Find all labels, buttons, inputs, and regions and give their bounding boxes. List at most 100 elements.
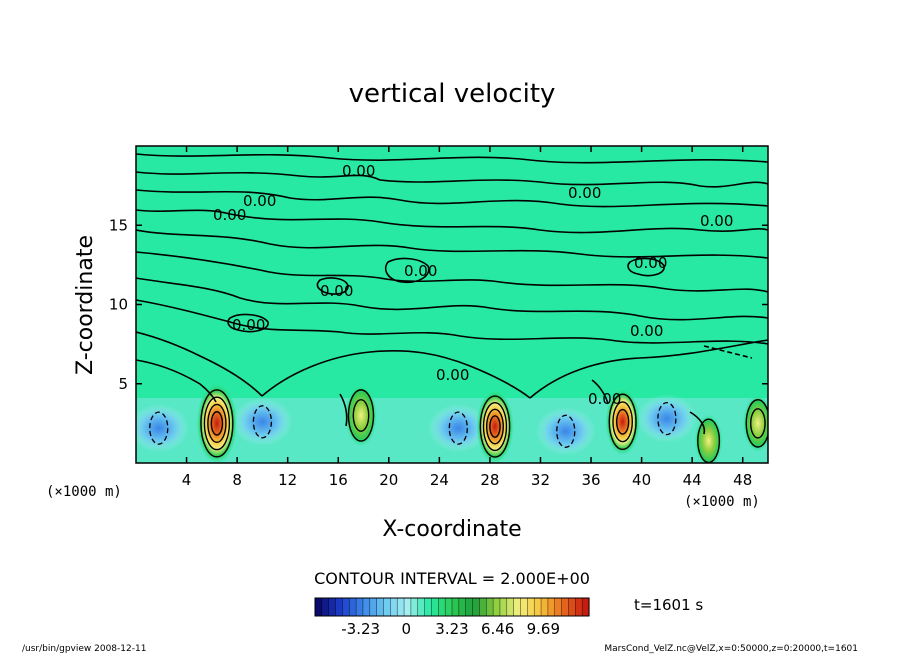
updraft-contour	[347, 389, 375, 442]
contour-line	[136, 153, 768, 164]
colorbar-cell	[499, 598, 508, 616]
x-tick-label: 4	[182, 471, 192, 489]
colorbar-cell	[465, 598, 474, 616]
colorbar-cell	[315, 598, 323, 616]
updraft-contour	[479, 395, 511, 458]
contour-line	[136, 277, 768, 321]
updraft-contour	[489, 415, 501, 438]
colorbar-cell	[452, 598, 460, 616]
contour-label: 0.00	[404, 262, 437, 280]
colorbar-cell	[417, 598, 426, 616]
contour-line	[227, 313, 269, 333]
updraft-contour	[745, 399, 768, 448]
colorbar-cell	[520, 598, 528, 616]
contour-label: 0.00	[232, 316, 265, 334]
updraft-cell	[344, 384, 378, 447]
updraft-contour	[203, 396, 231, 451]
colorbar-tick-label: 0	[402, 620, 412, 638]
colorbar-cell	[328, 598, 337, 616]
contour-line	[689, 411, 706, 435]
x-unit-right: (×1000 m)	[684, 494, 760, 510]
x-tick-label: 32	[531, 471, 550, 489]
x-unit-left: (×1000 m)	[46, 484, 122, 500]
colorbar-cell	[527, 598, 535, 616]
updraft-contour	[352, 399, 370, 432]
colorbar-tick-label: 3.23	[435, 620, 468, 638]
chart-title: vertical velocity	[349, 79, 556, 109]
contour-label: 0.00	[700, 212, 733, 230]
contour-line	[136, 359, 217, 403]
colorbar-cell	[445, 598, 453, 616]
contour-label: 0.00	[243, 192, 276, 210]
colorbar: -3.23 0 3.23 6.46 9.69	[314, 597, 590, 638]
colorbar-tick-label: 6.46	[481, 620, 514, 638]
contour-label: 0.00	[342, 162, 375, 180]
updraft-contour	[485, 408, 504, 445]
downdraft-cell	[428, 404, 489, 453]
updraft-contour	[612, 401, 634, 443]
downdraft-contour	[149, 411, 169, 445]
x-axis-ticks: 4 8 12 16 20 24 28 32 36 40 44 48	[182, 146, 752, 489]
contour-line	[136, 299, 768, 345]
downdraft-contour	[556, 414, 576, 448]
contour-label: 0.00	[634, 254, 667, 272]
colorbar-cell	[493, 598, 501, 616]
footer-right: MarsCond_VelZ.nc@VelZ,x=0:50000,z=0:2000…	[604, 644, 858, 654]
x-tick-label: 8	[232, 471, 242, 489]
colorbar-cell	[534, 598, 542, 616]
colorbar-tick-label: -3.23	[341, 620, 380, 638]
y-tick-label: 5	[118, 375, 128, 393]
colorbar-cell	[335, 598, 343, 616]
downdraft-contour	[448, 411, 468, 445]
x-tick-label: 48	[733, 471, 752, 489]
updraft-layer	[196, 382, 768, 463]
colorbar-cell	[582, 598, 590, 616]
contour-line	[591, 379, 609, 405]
colorbar-cell	[554, 598, 563, 616]
updraft-contour	[482, 401, 508, 452]
colorbar-cell	[458, 598, 467, 616]
contour-line	[136, 229, 768, 259]
downdraft-cell	[136, 404, 189, 453]
contour-line	[384, 257, 430, 284]
y-axis-ticks: 5 10 15	[109, 216, 768, 393]
colorbar-cell	[486, 598, 494, 616]
downdraft-cell	[636, 394, 697, 443]
colorbar-cell	[513, 598, 522, 616]
updraft-cell	[605, 388, 640, 456]
updraft-cell	[694, 414, 723, 463]
contour-labels: 0.00 0.00 0.00 0.00 0.00 0.00 0.00 0.00 …	[213, 162, 733, 408]
contour-label: 0.00	[588, 390, 621, 408]
x-tick-label: 36	[581, 471, 600, 489]
contour-line	[136, 171, 768, 188]
colorbar-cell	[390, 598, 398, 616]
updraft-cell	[476, 389, 514, 463]
contour-line	[136, 189, 768, 208]
colorbar-cell	[321, 598, 330, 616]
contour-line	[339, 393, 348, 427]
downdraft-cell	[232, 397, 293, 446]
updraft-contour	[608, 393, 637, 451]
contour-label: 0.00	[630, 322, 663, 340]
colorbar-cell	[547, 598, 556, 616]
zero-contours	[136, 153, 768, 435]
colorbar-cell	[472, 598, 480, 616]
x-tick-label: 24	[430, 471, 449, 489]
downdraft-contour	[657, 401, 677, 436]
colorbar-cell	[506, 598, 515, 616]
contour-line	[316, 277, 349, 295]
contour-line	[136, 331, 263, 397]
updraft-contour	[200, 389, 234, 458]
footer-left: /usr/bin/gpview 2008-12-11	[22, 644, 146, 654]
colorbar-cell	[410, 598, 419, 616]
contour-line	[261, 349, 531, 399]
updraft-contour	[207, 403, 227, 443]
colorbar-cell	[561, 598, 570, 616]
x-axis-label: X-coordinate	[382, 517, 521, 542]
contour-label: 0.00	[436, 366, 469, 384]
x-tick-label: 40	[632, 471, 651, 489]
plot-area: 0.00 0.00 0.00 0.00 0.00 0.00 0.00 0.00 …	[136, 146, 768, 463]
colorbar-cell	[404, 598, 412, 616]
colorbar-cell	[568, 598, 576, 616]
